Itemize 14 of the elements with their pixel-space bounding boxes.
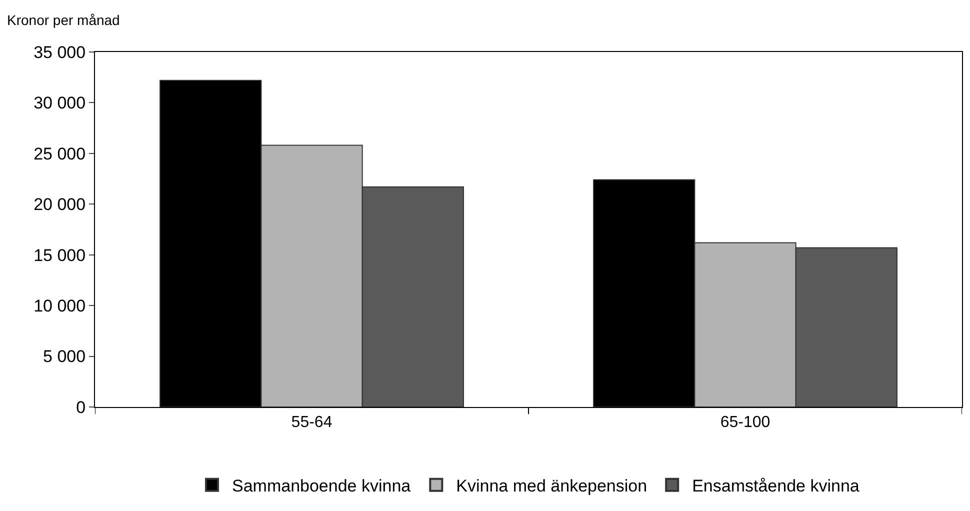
y-tick-label: 35 000 [34, 42, 86, 62]
y-tick-label: 10 000 [34, 296, 86, 316]
legend-label: Ensamstående kvinna [692, 476, 860, 496]
legend-label: Kvinna med änkepension [456, 476, 648, 496]
x-tick-label: 55-64 [291, 414, 332, 432]
y-tick-label: 20 000 [34, 195, 86, 214]
x-tick-label: 65-100 [720, 414, 770, 432]
y-tick-label: 0 [76, 398, 86, 417]
y-tick-label: 30 000 [34, 94, 86, 113]
y-tick-label: 25 000 [34, 144, 86, 164]
y-tick-label: 5 000 [43, 347, 86, 366]
y-axis-title: Kronor per månad [7, 12, 120, 28]
y-tick-label: 15 000 [34, 246, 86, 265]
legend-label: Sammanboende kvinna [232, 476, 412, 496]
